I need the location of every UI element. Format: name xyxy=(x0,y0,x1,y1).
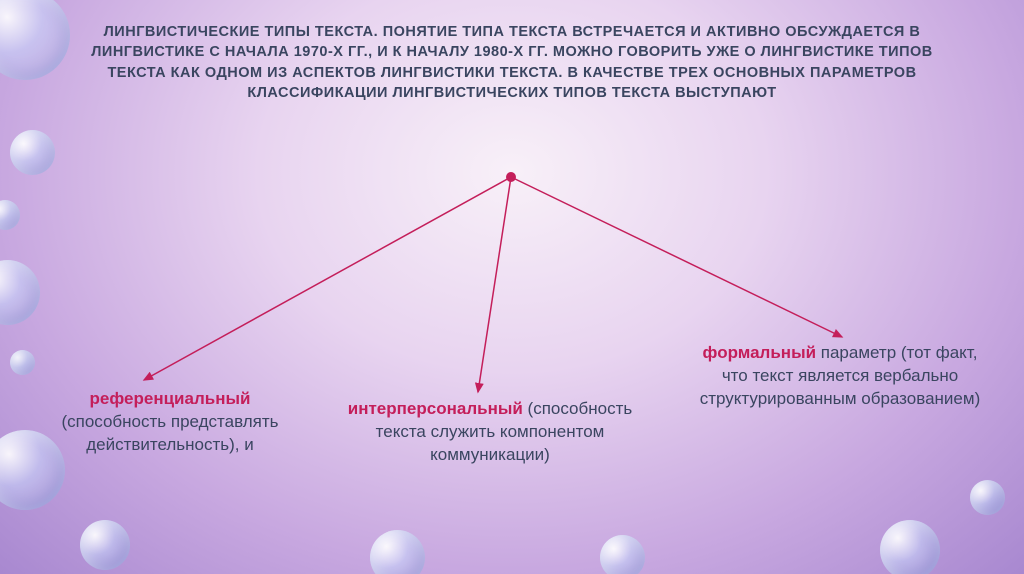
branch-1-rest: (способность представлять действительнос… xyxy=(61,412,278,454)
water-drop xyxy=(880,520,940,574)
water-drop xyxy=(370,530,425,574)
root-node-dot xyxy=(506,172,516,182)
branch-referential: референциальный (способность представлят… xyxy=(40,388,300,457)
branch-2-highlight: интерперсональный xyxy=(348,399,523,418)
water-drop xyxy=(80,520,130,570)
branch-1-highlight: референциальный xyxy=(90,389,251,408)
arrow-3 xyxy=(511,177,842,337)
branch-formal: формальный параметр (тот факт, что текст… xyxy=(690,342,990,411)
water-drop xyxy=(10,130,55,175)
branch-interpersonal: интерперсональный (способность текста сл… xyxy=(340,398,640,467)
water-drop xyxy=(10,350,35,375)
water-drop xyxy=(0,200,20,230)
arrow-1 xyxy=(144,177,511,380)
title-text: ЛИНГВИСТИЧЕСКИЕ ТИПЫ ТЕКСТА. ПОНЯТИЕ ТИП… xyxy=(91,24,933,101)
water-drop xyxy=(0,0,70,80)
water-drop xyxy=(0,260,40,325)
branch-3-highlight: формальный xyxy=(703,343,817,362)
arrow-2 xyxy=(478,177,511,392)
water-drop xyxy=(970,480,1005,515)
water-drop xyxy=(600,535,645,574)
slide-title: ЛИНГВИСТИЧЕСКИЕ ТИПЫ ТЕКСТА. ПОНЯТИЕ ТИП… xyxy=(80,22,944,103)
